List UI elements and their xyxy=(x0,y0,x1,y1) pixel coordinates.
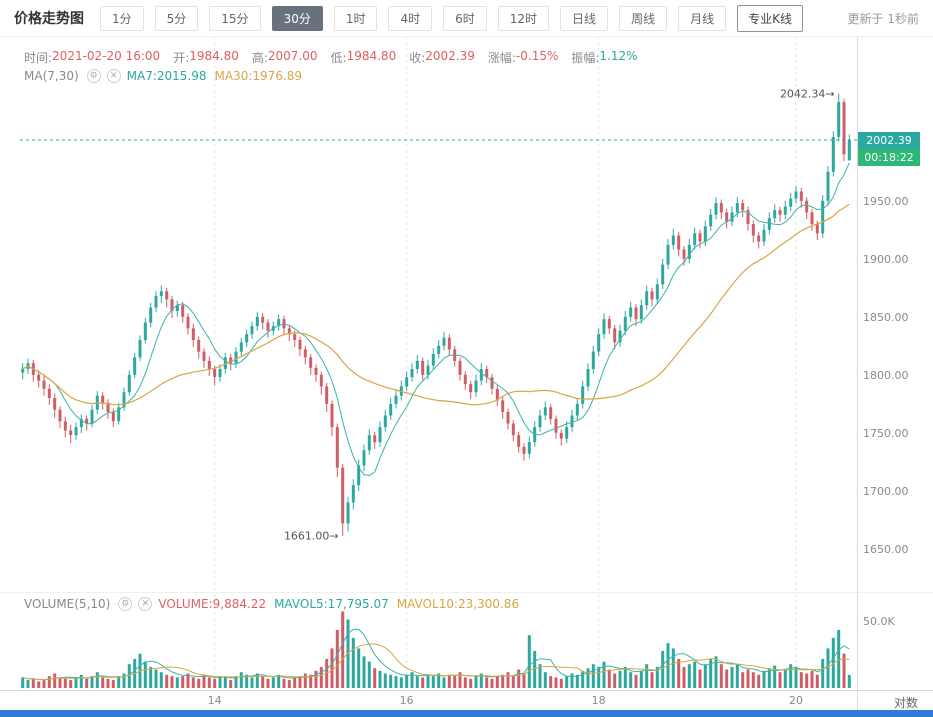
timeframe-button[interactable]: 30分 xyxy=(271,5,323,31)
low-value: 1984.80 xyxy=(346,49,397,63)
x-axis-label: 18 xyxy=(591,694,606,707)
time-value: 2021-02-20 16:00 xyxy=(52,49,161,63)
pro-kline-button[interactable]: 专业K线 xyxy=(737,4,803,32)
settings-gear-icon[interactable]: ⚙ xyxy=(86,69,101,83)
page-title: 价格走势图 xyxy=(14,11,84,27)
close-label: 收: xyxy=(409,51,426,65)
x-axis-label: 14 xyxy=(207,694,222,707)
ma-indicator-name: MA(7,30) xyxy=(24,69,79,83)
amplitude-label: 振幅: xyxy=(571,51,600,65)
settings-gear-icon[interactable]: ⚙ xyxy=(118,597,133,611)
change-label: 涨幅: xyxy=(487,51,516,65)
ma30-value: MA30:1976.89 xyxy=(214,69,303,83)
bottom-bar xyxy=(0,710,933,717)
y-axis-label: 1750.00 xyxy=(863,426,909,440)
x-axis-label: 20 xyxy=(789,694,803,707)
timeframe-button[interactable]: 12时 xyxy=(497,5,550,31)
volume-axis-label: 50.0K xyxy=(863,615,895,628)
timeframe-button[interactable]: 1分 xyxy=(100,5,144,31)
timeframe-button[interactable]: 周线 xyxy=(619,5,668,31)
countdown-badge: 00:18:22 xyxy=(858,148,920,166)
time-label: 时间: xyxy=(24,51,53,65)
close-value: 2002.39 xyxy=(425,49,475,63)
timeframe-button[interactable]: 1时 xyxy=(333,5,378,31)
close-icon[interactable]: ✕ xyxy=(138,597,153,611)
low-label: 低: xyxy=(330,51,347,65)
y-axis-label: 1900.00 xyxy=(863,252,909,266)
y-axis-label: 1800.00 xyxy=(863,368,909,382)
open-label: 开: xyxy=(173,51,190,65)
y-axis-label: 1950.00 xyxy=(863,194,909,208)
mavol10-value: MAVOL10:23,300.86 xyxy=(396,597,520,611)
open-value: 1984.80 xyxy=(189,49,239,63)
log-scale-toggle[interactable]: 对数 xyxy=(894,696,919,710)
volume-indicator-bar: VOLUME(5,10) ⚙ ✕ VOLUME:9,884.22 MAVOL5:… xyxy=(24,597,519,611)
y-axis-label: 1850.00 xyxy=(863,310,909,324)
high-label: 高: xyxy=(251,51,268,65)
timeframe-button[interactable]: 4时 xyxy=(388,5,433,31)
updated-status: 更新于 1秒前 xyxy=(847,11,919,26)
low-price-annotation: 1661.00→ xyxy=(283,529,339,543)
x-axis-label: 16 xyxy=(399,694,414,707)
toolbar: 价格走势图 1分 5分 15分 30分 1时 4时 6时 12时 日线 周线 月线 专业K线 更新于… xyxy=(0,0,933,37)
y-axis-label: 1700.00 xyxy=(863,484,909,498)
timeframe-button-group: 1分 5分 15分 30分 1时 4时 6时 12时 日线 周线 月线 xyxy=(100,5,737,31)
y-axis-label: 1650.00 xyxy=(863,542,909,556)
mavol5-value: MAVOL5:17,795.07 xyxy=(274,597,389,611)
close-icon[interactable]: ✕ xyxy=(106,69,121,83)
high-value: 2007.00 xyxy=(267,49,318,63)
timeframe-button[interactable]: 6时 xyxy=(443,5,487,31)
ohlc-info-bar: 时间: 2021-02-20 16:00 开: 1984.80 高: 2007.00 … xyxy=(24,49,651,66)
timeframe-button[interactable]: 日线 xyxy=(560,5,609,31)
timeframe-button[interactable]: 15分 xyxy=(209,5,261,31)
change-value: -0.15% xyxy=(515,49,559,63)
amplitude-value: 1.12% xyxy=(599,49,638,63)
current-price-badge: 2002.39 xyxy=(858,131,920,149)
high-price-annotation: 2042.34→ xyxy=(779,87,835,101)
ma-indicator-bar: MA(7,30) ⚙ ✕ MA7:2015.98 MA30:1976.89 xyxy=(24,69,302,83)
volume-indicator-name: VOLUME(5,10) xyxy=(24,597,111,611)
timeframe-button[interactable]: 月线 xyxy=(678,5,727,31)
volume-value: VOLUME:9,884.22 xyxy=(158,597,267,611)
timeframe-button[interactable]: 5分 xyxy=(154,5,199,31)
ma7-value: MA7:2015.98 xyxy=(126,69,207,83)
